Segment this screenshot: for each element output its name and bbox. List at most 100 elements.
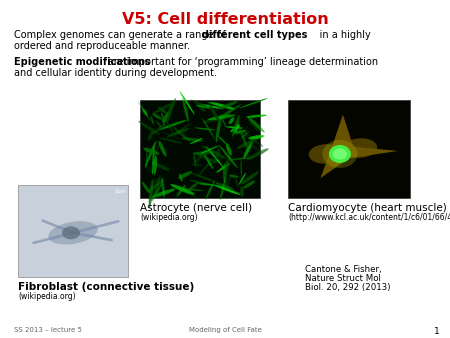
Ellipse shape bbox=[193, 151, 215, 155]
Ellipse shape bbox=[198, 183, 216, 186]
Ellipse shape bbox=[207, 115, 235, 120]
Polygon shape bbox=[309, 138, 377, 164]
Ellipse shape bbox=[194, 153, 196, 167]
Ellipse shape bbox=[161, 177, 165, 198]
Ellipse shape bbox=[214, 148, 220, 163]
Ellipse shape bbox=[243, 180, 255, 188]
Ellipse shape bbox=[152, 102, 174, 114]
FancyBboxPatch shape bbox=[140, 100, 260, 198]
Ellipse shape bbox=[246, 115, 267, 118]
Ellipse shape bbox=[164, 98, 176, 123]
Text: Astrocyte (nerve cell): Astrocyte (nerve cell) bbox=[140, 203, 252, 213]
Ellipse shape bbox=[225, 150, 232, 176]
Ellipse shape bbox=[244, 155, 248, 163]
Text: Cantone & Fisher,: Cantone & Fisher, bbox=[305, 265, 382, 274]
Ellipse shape bbox=[152, 124, 165, 135]
Ellipse shape bbox=[206, 146, 224, 168]
Ellipse shape bbox=[214, 185, 241, 195]
Ellipse shape bbox=[167, 128, 189, 137]
Ellipse shape bbox=[234, 124, 239, 134]
Ellipse shape bbox=[148, 179, 164, 192]
Ellipse shape bbox=[196, 105, 211, 108]
FancyBboxPatch shape bbox=[18, 185, 128, 277]
Ellipse shape bbox=[223, 163, 226, 184]
Ellipse shape bbox=[219, 101, 238, 109]
Ellipse shape bbox=[200, 145, 220, 154]
Ellipse shape bbox=[229, 175, 239, 178]
Ellipse shape bbox=[204, 154, 213, 169]
Ellipse shape bbox=[205, 181, 215, 200]
Text: Nature Struct Mol: Nature Struct Mol bbox=[305, 274, 381, 283]
Ellipse shape bbox=[152, 113, 162, 120]
Ellipse shape bbox=[207, 156, 224, 167]
Text: Fibroblast (connective tissue): Fibroblast (connective tissue) bbox=[18, 282, 194, 292]
Ellipse shape bbox=[210, 102, 234, 109]
Ellipse shape bbox=[159, 120, 187, 130]
Ellipse shape bbox=[189, 180, 211, 185]
Ellipse shape bbox=[216, 183, 234, 190]
Ellipse shape bbox=[148, 179, 153, 208]
Ellipse shape bbox=[192, 173, 218, 183]
Polygon shape bbox=[320, 115, 398, 178]
Ellipse shape bbox=[144, 141, 157, 168]
Ellipse shape bbox=[156, 121, 163, 130]
Text: different cell types: different cell types bbox=[202, 30, 307, 40]
Ellipse shape bbox=[250, 143, 261, 154]
Ellipse shape bbox=[226, 143, 232, 155]
Ellipse shape bbox=[146, 146, 148, 169]
Ellipse shape bbox=[200, 104, 221, 109]
Ellipse shape bbox=[148, 131, 153, 141]
Ellipse shape bbox=[162, 112, 169, 122]
Ellipse shape bbox=[194, 127, 216, 130]
Ellipse shape bbox=[158, 107, 167, 114]
Ellipse shape bbox=[203, 115, 231, 123]
Ellipse shape bbox=[225, 126, 243, 128]
Ellipse shape bbox=[221, 117, 226, 127]
Ellipse shape bbox=[180, 91, 195, 115]
Text: 1: 1 bbox=[434, 327, 440, 336]
Text: Biol. 20, 292 (2013): Biol. 20, 292 (2013) bbox=[305, 283, 391, 292]
Text: 2µm: 2µm bbox=[115, 189, 126, 194]
Text: (http://www.kcl.ac.uk/content/1/c6/01/66/46/gautel3.jpeg: (http://www.kcl.ac.uk/content/1/c6/01/66… bbox=[288, 213, 450, 222]
Ellipse shape bbox=[142, 108, 148, 116]
Ellipse shape bbox=[333, 148, 347, 160]
Text: Epigenetic modifications: Epigenetic modifications bbox=[14, 57, 150, 67]
Ellipse shape bbox=[191, 164, 203, 166]
Ellipse shape bbox=[187, 182, 199, 192]
Ellipse shape bbox=[193, 154, 204, 166]
Ellipse shape bbox=[234, 126, 238, 136]
Ellipse shape bbox=[240, 98, 268, 108]
Ellipse shape bbox=[62, 226, 80, 239]
Ellipse shape bbox=[202, 118, 215, 139]
Ellipse shape bbox=[153, 155, 157, 175]
Ellipse shape bbox=[175, 186, 196, 197]
Ellipse shape bbox=[220, 177, 226, 200]
Ellipse shape bbox=[143, 148, 159, 155]
Ellipse shape bbox=[231, 157, 254, 160]
Ellipse shape bbox=[170, 184, 195, 195]
Ellipse shape bbox=[48, 221, 98, 244]
Ellipse shape bbox=[241, 131, 249, 139]
Ellipse shape bbox=[219, 136, 227, 145]
FancyBboxPatch shape bbox=[288, 100, 410, 198]
Ellipse shape bbox=[220, 145, 238, 168]
Ellipse shape bbox=[175, 123, 192, 134]
Ellipse shape bbox=[142, 182, 150, 193]
Text: SS 2013 – lecture 5: SS 2013 – lecture 5 bbox=[14, 327, 82, 333]
Ellipse shape bbox=[176, 185, 186, 197]
Text: Cardiomyocyte (heart muscle): Cardiomyocyte (heart muscle) bbox=[288, 203, 447, 213]
Ellipse shape bbox=[173, 127, 191, 143]
Ellipse shape bbox=[148, 164, 155, 172]
Ellipse shape bbox=[191, 100, 207, 106]
Ellipse shape bbox=[159, 138, 183, 144]
Ellipse shape bbox=[229, 117, 234, 124]
Ellipse shape bbox=[195, 102, 206, 112]
Ellipse shape bbox=[190, 138, 203, 144]
Ellipse shape bbox=[248, 118, 260, 133]
Ellipse shape bbox=[224, 159, 228, 180]
Ellipse shape bbox=[248, 135, 265, 139]
Ellipse shape bbox=[237, 136, 263, 149]
Text: Modeling of Cell Fate: Modeling of Cell Fate bbox=[189, 327, 261, 333]
Ellipse shape bbox=[239, 173, 246, 185]
Text: are important for ‘programming’ lineage determination: are important for ‘programming’ lineage … bbox=[14, 57, 378, 67]
